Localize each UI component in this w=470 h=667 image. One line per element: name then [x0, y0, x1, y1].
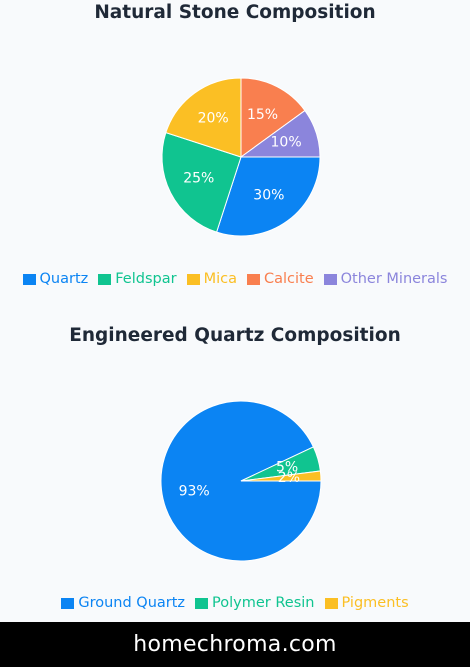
legend-label: Other Minerals: [340, 271, 448, 287]
legend-item-other-minerals[interactable]: Other Minerals: [323, 271, 448, 287]
pie-slice-feldspar: [161, 131, 242, 233]
legend-item-pigments[interactable]: Pigments: [324, 595, 409, 611]
legend-swatch: [246, 273, 260, 285]
legend-item-quartz[interactable]: Quartz: [22, 271, 89, 287]
legend-item-feldspar[interactable]: Feldspar: [98, 271, 177, 287]
legend-label: Pigments: [341, 595, 409, 611]
slice-label: 25%: [183, 171, 214, 187]
legend-label: Polymer Resin: [212, 595, 315, 611]
legend-label: Feldspar: [115, 271, 177, 287]
footer-watermark: homechroma.com: [0, 622, 470, 667]
legend-label: Quartz: [39, 271, 89, 287]
pie-chart-engineered-quartz: 93% 5%2%: [160, 400, 322, 562]
legend: Ground Quartz Polymer Resin Pigments: [0, 595, 470, 611]
slice-label: 5%: [276, 460, 298, 476]
pie-slice-mica: [165, 77, 242, 158]
slice-label: 93%: [179, 483, 210, 499]
legend-item-ground-quartz[interactable]: Ground Quartz: [61, 595, 185, 611]
legend-label: Mica: [203, 271, 237, 287]
legend-swatch: [98, 273, 112, 285]
legend-swatch: [22, 273, 36, 285]
legend-item-mica[interactable]: Mica: [186, 271, 237, 287]
chart-title: Engineered Quartz Composition: [69, 325, 401, 346]
slice-label: 15%: [247, 107, 278, 123]
slice-label: 10%: [271, 134, 302, 150]
slice-label: 20%: [198, 111, 229, 127]
pie-slice-other-minerals: [239, 109, 321, 158]
legend-label: Ground Quartz: [78, 595, 186, 611]
legend-label: Calcite: [263, 271, 314, 287]
pie-slice-quartz: [215, 156, 321, 237]
legend-item-calcite[interactable]: Calcite: [246, 271, 314, 287]
legend-item-polymer-resin[interactable]: Polymer Resin: [195, 595, 315, 611]
legend-swatch: [324, 597, 338, 609]
slice-label: 2%: [278, 470, 300, 486]
legend: Quartz Feldspar Mica Calcite Other Minerals: [0, 271, 470, 287]
legend-swatch: [323, 273, 337, 285]
legend-swatch: [195, 597, 209, 609]
chart-title: Natural Stone Composition: [94, 2, 376, 23]
legend-swatch: [186, 273, 200, 285]
slice-label: 30%: [253, 187, 284, 203]
pie-slice-pigments: [240, 470, 322, 482]
pie-chart-natural-stone: 30% 25% 20% 15% 10%: [161, 77, 321, 237]
legend-swatch: [61, 597, 75, 609]
pie-slice-calcite: [240, 77, 306, 158]
